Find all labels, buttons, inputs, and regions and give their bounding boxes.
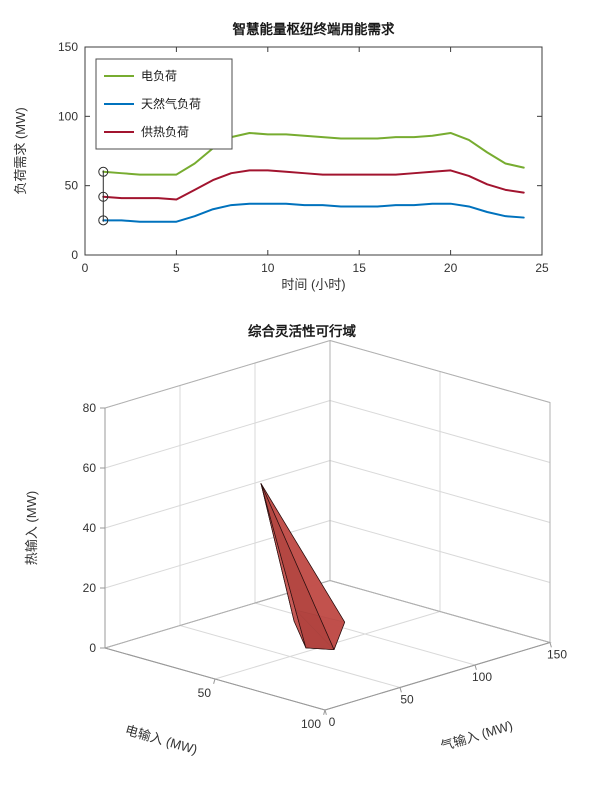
chart3d-title: 综合灵活性可行域 — [248, 323, 356, 339]
series-line-1 — [102, 202, 525, 223]
legend-label: 电负荷 — [141, 69, 177, 83]
z3d-tick-label: 0 — [89, 641, 96, 655]
x3d-axis-label: 电输入 (MW) — [123, 722, 199, 757]
x-tick-mark — [213, 678, 216, 684]
z3d-tick-label: 40 — [83, 521, 97, 535]
series-line-0 — [102, 131, 525, 176]
x-tick-label: 15 — [353, 261, 367, 275]
z3d-tick-label: 80 — [83, 401, 97, 415]
y3d-tick-label: 0 — [329, 715, 336, 729]
grid-line — [104, 400, 331, 469]
x-tick-label: 0 — [82, 261, 89, 275]
y-tick-label: 150 — [58, 40, 78, 54]
grid-line — [329, 460, 551, 523]
y-tick-mark — [399, 687, 402, 693]
y3d-tick-label: 50 — [400, 693, 414, 707]
y3d-tick-label: 150 — [547, 648, 567, 662]
grid-line — [104, 460, 331, 529]
grid-line — [329, 400, 551, 463]
z3d-tick-label: 20 — [83, 581, 97, 595]
y-axis-label: 负荷需求 (MW) — [13, 107, 28, 194]
legend-label: 天然气负荷 — [141, 96, 201, 111]
initial-point-marker — [98, 191, 109, 202]
y-tick-mark — [549, 642, 552, 648]
y-tick-mark — [324, 709, 327, 715]
y3d-tick-label: 100 — [472, 670, 492, 684]
y-tick-label: 0 — [71, 248, 78, 262]
initial-point-marker — [98, 166, 109, 177]
x-tick-label: 20 — [444, 261, 458, 275]
series-line-2 — [102, 169, 525, 201]
grid-line — [104, 520, 331, 589]
y-tick-label: 50 — [65, 179, 79, 193]
y-axis-line — [324, 642, 551, 711]
y-tick-mark — [474, 664, 477, 670]
x-axis-label: 时间 (小时) — [281, 277, 345, 292]
right-wall-outline — [329, 340, 551, 644]
x-tick-label: 25 — [535, 261, 549, 275]
x3d-tick-label: 50 — [198, 686, 212, 700]
legend-label: 供热负荷 — [141, 125, 189, 139]
z3d-tick-label: 60 — [83, 461, 97, 475]
chart-title: 智慧能量枢纽终端用能需求 — [233, 21, 395, 37]
x-tick-label: 10 — [261, 261, 275, 275]
y3d-axis-label: 气输入 (MW) — [439, 718, 515, 754]
x-tick-label: 5 — [173, 261, 180, 275]
x3d-tick-label: 100 — [301, 717, 321, 731]
z3d-axis-label: 热输入 (MW) — [24, 491, 39, 565]
y-tick-label: 100 — [58, 109, 78, 123]
feasible-region-face — [260, 483, 335, 651]
grid-line — [179, 625, 401, 688]
grid-line — [254, 602, 476, 666]
initial-point-marker — [98, 215, 109, 226]
grid-line — [329, 520, 551, 583]
